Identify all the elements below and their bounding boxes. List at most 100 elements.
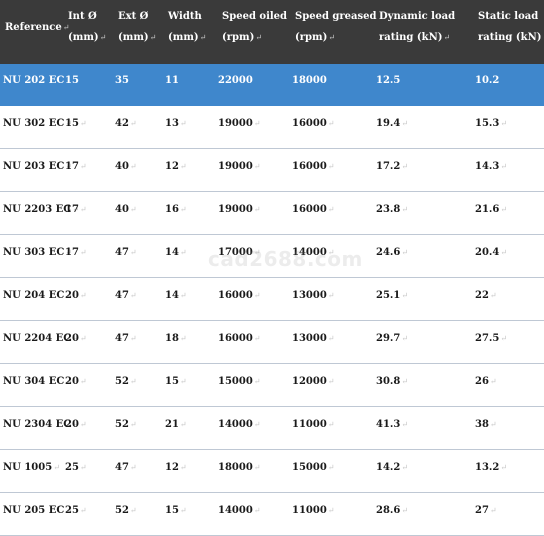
cell-speed-greased: 13000↵ <box>292 333 335 344</box>
cell-speed-greased: 15000↵ <box>292 462 335 473</box>
paragraph-mark: ↵ <box>179 119 187 128</box>
paragraph-mark: ↵ <box>328 33 336 42</box>
cell-width: 21↵ <box>165 419 187 430</box>
cell-ext-diameter: 40↵ <box>115 204 137 215</box>
table-row[interactable]: NU 302 EC↵ 15↵ 42↵ 13↵ 19000↵ 16000↵ 19.4↵ 15.3… <box>0 107 544 149</box>
paragraph-mark: ↵ <box>65 377 72 386</box>
paragraph-mark: ↵ <box>65 248 72 257</box>
cell-ext-diameter: 52↵ <box>115 376 137 387</box>
paragraph-mark: ↵ <box>443 33 451 42</box>
paragraph-mark: ↵ <box>253 506 261 515</box>
cell-reference: NU 202 EC <box>3 75 65 86</box>
table-row[interactable]: NU 202 EC 15 35 11 22000 18000 12.5 10.2 <box>0 64 544 106</box>
cell-int-diameter: 25↵ <box>65 462 87 473</box>
cell-dynamic-load: 14.2↵ <box>376 462 409 473</box>
cell-speed-oiled: 17000↵ <box>218 247 261 258</box>
paragraph-mark: ↵ <box>79 205 87 214</box>
paragraph-mark: ↵ <box>500 463 508 472</box>
paragraph-mark: ↵ <box>253 291 261 300</box>
table-row[interactable]: NU 303 EC↵ 17↵ 47↵ 14↵ 17000↵ 14000↵ 24.6↵ 20.4… <box>0 236 544 278</box>
paragraph-mark: ↵ <box>179 420 187 429</box>
paragraph-mark: ↵ <box>129 377 137 386</box>
cell-ext-diameter: 47↵ <box>115 462 137 473</box>
cell-reference: NU 2304 EC↵ <box>3 419 79 430</box>
cell-reference: NU 2203 EC↵ <box>3 204 79 215</box>
column-header-width: Width (mm)↵ <box>168 11 207 43</box>
cell-ext-diameter: 42↵ <box>115 118 137 129</box>
cell-speed-oiled: 18000↵ <box>218 462 261 473</box>
cell-width: 16↵ <box>165 204 187 215</box>
paragraph-mark: ↵ <box>129 119 137 128</box>
table-row[interactable]: NU 2203 EC↵ 17↵ 40↵ 16↵ 19000↵ 16000↵ 23.8↵ 21.… <box>0 193 544 235</box>
paragraph-mark: ↵ <box>401 463 409 472</box>
table-row[interactable]: NU 203 EC↵ 17↵ 40↵ 12↵ 19000↵ 16000↵ 17.2↵ 14.3… <box>0 150 544 192</box>
paragraph-mark: ↵ <box>401 506 409 515</box>
cell-ext-diameter: 47↵ <box>115 247 137 258</box>
table-row[interactable]: NU 1005↵ 25↵ 47↵ 12↵ 18000↵ 15000↵ 14.2↵ 13.2↵ <box>0 451 544 493</box>
paragraph-mark: ↵ <box>327 506 335 515</box>
table-row[interactable]: NU 204 EC↵ 20↵ 47↵ 14↵ 16000↵ 13000↵ 25.1↵ 22↵ <box>0 279 544 321</box>
paragraph-mark: ↵ <box>129 506 137 515</box>
paragraph-mark: ↵ <box>401 119 409 128</box>
cell-dynamic-load: 12.5 <box>376 75 401 86</box>
cell-int-diameter: 20↵ <box>65 376 87 387</box>
paragraph-mark: ↵ <box>401 205 409 214</box>
cell-ext-diameter: 40↵ <box>115 161 137 172</box>
cell-dynamic-load: 28.6↵ <box>376 505 409 516</box>
paragraph-mark: ↵ <box>500 119 508 128</box>
cell-width: 15↵ <box>165 505 187 516</box>
paragraph-mark: ↵ <box>253 334 261 343</box>
table-row[interactable]: NU 304 EC↵ 20↵ 52↵ 15↵ 15000↵ 12000↵ 30.8↵ 26↵ <box>0 365 544 407</box>
cell-static-load: 22↵ <box>475 290 497 301</box>
cell-width: 15↵ <box>165 376 187 387</box>
cell-reference: NU 303 EC↵ <box>3 247 72 258</box>
paragraph-mark: ↵ <box>99 33 107 42</box>
column-header-speed-oiled: Speed oiled (rpm)↵ <box>222 11 288 43</box>
table-row[interactable]: NU 205 EC↵ 25↵ 52↵ 15↵ 14000↵ 11000↵ 28.6↵ 27↵ <box>0 494 544 536</box>
column-header-speed-greased: Speed greased (rpm)↵ <box>295 11 377 43</box>
paragraph-mark: ↵ <box>129 291 137 300</box>
cell-dynamic-load: 29.7↵ <box>376 333 409 344</box>
paragraph-mark: ↵ <box>179 377 187 386</box>
paragraph-mark: ↵ <box>253 420 261 429</box>
cell-dynamic-load: 24.6↵ <box>376 247 409 258</box>
cell-int-diameter: 15 <box>65 75 79 86</box>
cell-speed-greased: 11000↵ <box>292 419 335 430</box>
paragraph-mark: ↵ <box>327 463 335 472</box>
cell-speed-oiled: 16000↵ <box>218 290 261 301</box>
paragraph-mark: ↵ <box>72 205 79 214</box>
paragraph-mark: ↵ <box>489 506 497 515</box>
cell-dynamic-load: 17.2↵ <box>376 161 409 172</box>
paragraph-mark: ↵ <box>65 119 72 128</box>
cell-width: 12↵ <box>165 161 187 172</box>
cell-speed-oiled: 14000↵ <box>218 505 261 516</box>
paragraph-mark: ↵ <box>489 377 497 386</box>
paragraph-mark: ↵ <box>129 420 137 429</box>
cell-ext-diameter: 52↵ <box>115 419 137 430</box>
cell-ext-diameter: 52↵ <box>115 505 137 516</box>
cell-static-load: 20.4↵ <box>475 247 508 258</box>
table-row[interactable]: NU 2204 EC↵ 20↵ 47↵ 18↵ 16000↵ 13000↵ 29.7↵ 27.… <box>0 322 544 364</box>
paragraph-mark: ↵ <box>489 420 497 429</box>
paragraph-mark: ↵ <box>129 463 137 472</box>
paragraph-mark: ↵ <box>79 377 87 386</box>
paragraph-mark: ↵ <box>79 162 87 171</box>
cell-speed-oiled: 22000 <box>218 75 253 86</box>
table-row[interactable]: NU 2304 EC↵ 20↵ 52↵ 21↵ 14000↵ 11000↵ 41.3↵ 38↵ <box>0 408 544 450</box>
paragraph-mark: ↵ <box>179 506 187 515</box>
cell-static-load: 27↵ <box>475 505 497 516</box>
cell-ext-diameter: 47↵ <box>115 290 137 301</box>
cell-width: 14↵ <box>165 247 187 258</box>
paragraph-mark: ↵ <box>500 205 508 214</box>
paragraph-mark: ↵ <box>79 506 87 515</box>
paragraph-mark: ↵ <box>253 248 261 257</box>
cell-static-load: 10.2 <box>475 75 500 86</box>
cell-int-diameter: 20↵ <box>65 290 87 301</box>
paragraph-mark: ↵ <box>79 119 87 128</box>
cell-width: 12↵ <box>165 462 187 473</box>
paragraph-mark: ↵ <box>327 334 335 343</box>
paragraph-mark: ↵ <box>500 334 508 343</box>
cell-speed-oiled: 16000↵ <box>218 333 261 344</box>
cell-int-diameter: 15↵ <box>65 118 87 129</box>
paragraph-mark: ↵ <box>401 248 409 257</box>
